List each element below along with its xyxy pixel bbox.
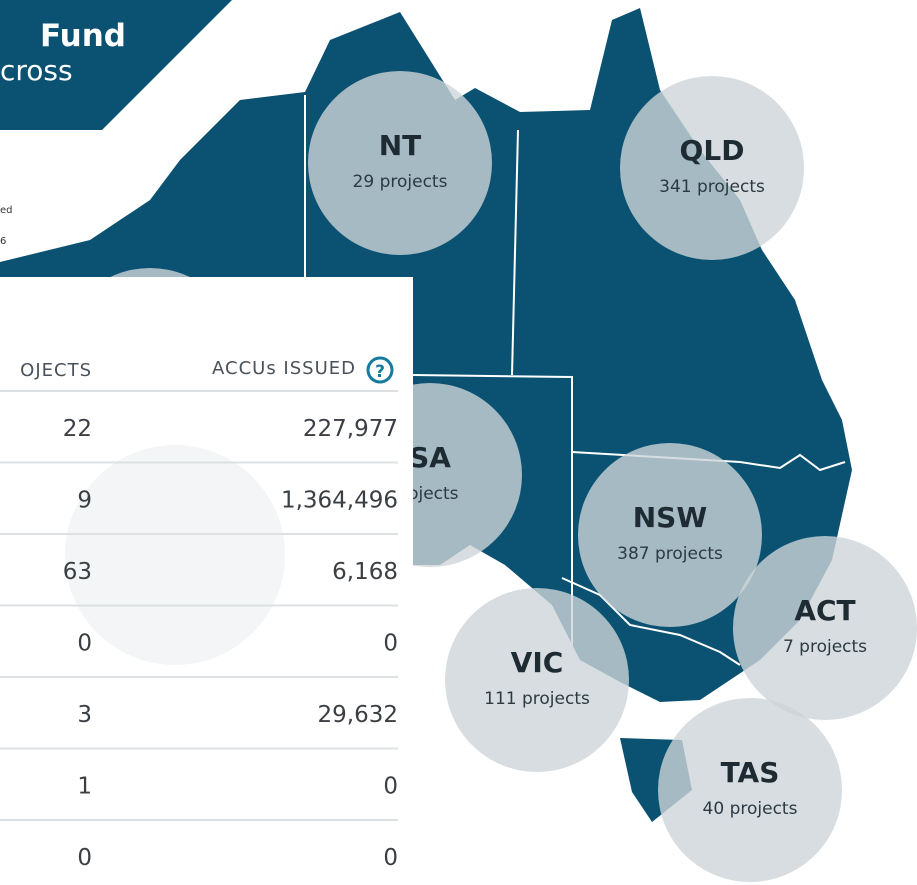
region-code: SA xyxy=(409,441,451,474)
cell: 1 xyxy=(77,774,92,800)
cell: 3 xyxy=(77,702,92,728)
region-circle xyxy=(658,698,842,882)
cell: 63 xyxy=(63,559,92,585)
note: ed xyxy=(0,205,13,216)
cell: 0 xyxy=(383,845,398,871)
banner xyxy=(0,0,232,130)
cell: 22 xyxy=(63,416,92,442)
border xyxy=(561,577,741,666)
region-label: 387 projects xyxy=(617,544,723,564)
banner-subtitle: cross xyxy=(0,54,73,87)
cell: 0 xyxy=(383,631,398,657)
region-circle xyxy=(308,71,492,255)
cell: 9 xyxy=(77,488,92,514)
region-label: 29 projects xyxy=(353,172,448,192)
help-icon-mark: ? xyxy=(375,362,385,382)
help-icon[interactable] xyxy=(366,356,394,384)
border xyxy=(511,129,519,376)
cell: 0 xyxy=(383,774,398,800)
cell: 29,632 xyxy=(318,702,398,728)
region-code: VIC xyxy=(511,646,564,679)
region-code: ACT xyxy=(794,594,855,627)
cell: 227,977 xyxy=(303,416,398,442)
cell: 0 xyxy=(77,631,92,657)
faint-circle xyxy=(65,445,285,665)
header: OJECTS xyxy=(20,360,92,381)
region-code: QLD xyxy=(680,134,745,167)
region-circle xyxy=(620,76,804,260)
region-code: NSW xyxy=(633,501,708,534)
table-panel: OJECTS ACCUs ISSUED ? 22 227,977 9 1,364,49… xyxy=(0,277,413,885)
note: 6 xyxy=(0,236,6,247)
cell: 6,168 xyxy=(332,559,398,585)
region-circle xyxy=(445,588,629,772)
rows: 22 227,977 9 1,364,496 63 6,168 0 0 3 29,632 1 0 0 0 xyxy=(0,390,398,871)
header: ACCUs ISSUED xyxy=(212,358,356,379)
region-label: 341 projects xyxy=(659,177,765,197)
region-label: 40 projects xyxy=(703,799,798,819)
region-label: 7 projects xyxy=(783,637,867,657)
border xyxy=(412,374,573,680)
region-code: NT xyxy=(379,129,422,162)
banner-title: Fund xyxy=(40,18,126,54)
region-label: rojects xyxy=(401,484,458,504)
region-circle xyxy=(733,536,917,720)
region-code: TAS xyxy=(721,756,780,789)
region-label: 111 projects xyxy=(484,689,590,709)
cell: 0 xyxy=(77,845,92,871)
cell: 1,364,496 xyxy=(281,488,398,514)
region-circle xyxy=(578,443,762,627)
